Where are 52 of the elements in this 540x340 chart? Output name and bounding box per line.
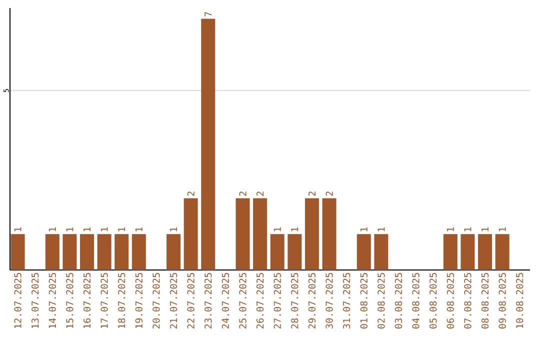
x-tick-label: 20.07.2025 <box>152 272 160 328</box>
data-label: 1 <box>14 227 22 232</box>
x-tick-label: 04.08.2025 <box>412 272 420 329</box>
x-tick-label: 28.07.2025 <box>291 272 298 328</box>
x-tick-label: 22.07.2025 <box>187 272 194 328</box>
data-label: 7 <box>204 12 212 16</box>
data-label: 1 <box>135 227 142 232</box>
data-label: 1 <box>66 227 74 232</box>
x-tick-label: 02.08.2025 <box>378 272 385 329</box>
x-tick-label: 09.08.2025 <box>498 272 506 329</box>
data-label: 1 <box>378 227 385 232</box>
data-label: 2 <box>187 192 194 196</box>
x-tick-label: 21.07.2025 <box>170 272 178 328</box>
x-tick-label: 12.07.2025 <box>14 272 22 328</box>
data-label: 2 <box>239 192 246 196</box>
data-label: 2 <box>256 192 264 196</box>
data-label: 1 <box>482 227 488 232</box>
x-tick-label: 13.07.2025 <box>32 272 39 328</box>
x-tick-label: 08.08.2025 <box>481 272 489 329</box>
x-tick-label: 03.08.2025 <box>394 272 402 329</box>
x-tick-label: 07.08.2025 <box>464 272 472 329</box>
x-tick-label: 05.08.2025 <box>430 272 437 329</box>
x-tick-label: 29.07.2025 <box>308 272 316 328</box>
data-label: 2 <box>326 192 333 196</box>
data-label: 1 <box>274 227 281 232</box>
x-tick-label: 17.07.2025 <box>100 272 108 328</box>
data-label: 1 <box>291 227 298 232</box>
x-tick-label: 30.07.2025 <box>326 272 333 329</box>
data-label: 1 <box>84 227 90 232</box>
data-label: 1 <box>360 227 368 232</box>
x-tick-label: 18.07.2025 <box>118 272 126 328</box>
data-label: 1 <box>100 227 108 232</box>
x-tick-label: 06.08.2025 <box>446 272 454 329</box>
x-tick-label: 01.08.2025 <box>360 272 368 329</box>
data-label: 1 <box>446 227 454 232</box>
x-tick-label: 14.07.2025 <box>48 272 56 328</box>
x-tick-label: 16.07.2025 <box>83 272 91 328</box>
data-label: 1 <box>464 227 472 232</box>
data-label: 1 <box>498 227 506 232</box>
x-tick-label: 23.07.2025 <box>204 272 212 328</box>
x-tick-label: 25.07.2025 <box>239 272 246 328</box>
x-tick-label: 31.07.2025 <box>342 272 350 329</box>
data-label: 1 <box>118 227 126 232</box>
data-label: 1 <box>48 227 56 232</box>
x-tick-label: 27.07.2025 <box>274 272 281 328</box>
x-tick-label: 26.07.2025 <box>256 272 264 328</box>
x-tick-label: 24.07.2025 <box>222 272 230 328</box>
x-tick-label: 15.07.2025 <box>66 272 74 328</box>
x-tick-label: 19.07.2025 <box>135 272 143 328</box>
data-label: 2 <box>308 192 316 196</box>
data-label: 1 <box>170 227 177 232</box>
x-tick-label: 10.08.2025 <box>516 272 524 328</box>
